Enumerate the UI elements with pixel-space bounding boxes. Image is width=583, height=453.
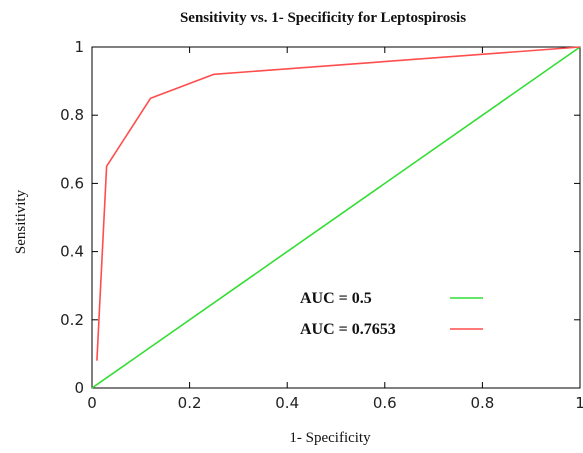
series-layer	[91, 46, 581, 389]
y-tick-label: 0.6	[60, 174, 84, 192]
x-tick-label: 0.4	[275, 394, 299, 412]
x-axis-label: 1- Specificity	[289, 430, 371, 446]
y-tick-label: 0.2	[60, 311, 84, 329]
x-tick-label: 1	[575, 394, 583, 412]
series-line-0	[91, 46, 581, 389]
y-axis-label: Sensitivity	[13, 189, 29, 254]
y-tick-label: 0.4	[60, 243, 84, 261]
x-tick-label: 0.8	[470, 394, 494, 412]
chart-title: Sensitivity vs. 1- Specificity for Lepto…	[180, 10, 466, 26]
x-tick-label: 0.6	[373, 394, 397, 412]
legend: AUC = 0.5 AUC = 0.7653	[300, 290, 483, 338]
x-tick-label: 0	[87, 394, 97, 412]
y-tick-label: 0	[74, 379, 84, 397]
series-line-1	[96, 46, 581, 361]
legend-label-1: AUC = 0.7653	[300, 321, 396, 338]
legend-label-0: AUC = 0.5	[300, 290, 372, 307]
y-tick-label: 0.8	[60, 106, 84, 124]
y-tick-label: 1	[74, 38, 84, 56]
x-tick-label: 0.2	[178, 394, 202, 412]
plot-area-frame	[91, 46, 581, 389]
tick-group: 0 0.2 0.4 0.6 0.8 1 0 0.2 0.4 0.6 0.8 1	[60, 38, 583, 412]
